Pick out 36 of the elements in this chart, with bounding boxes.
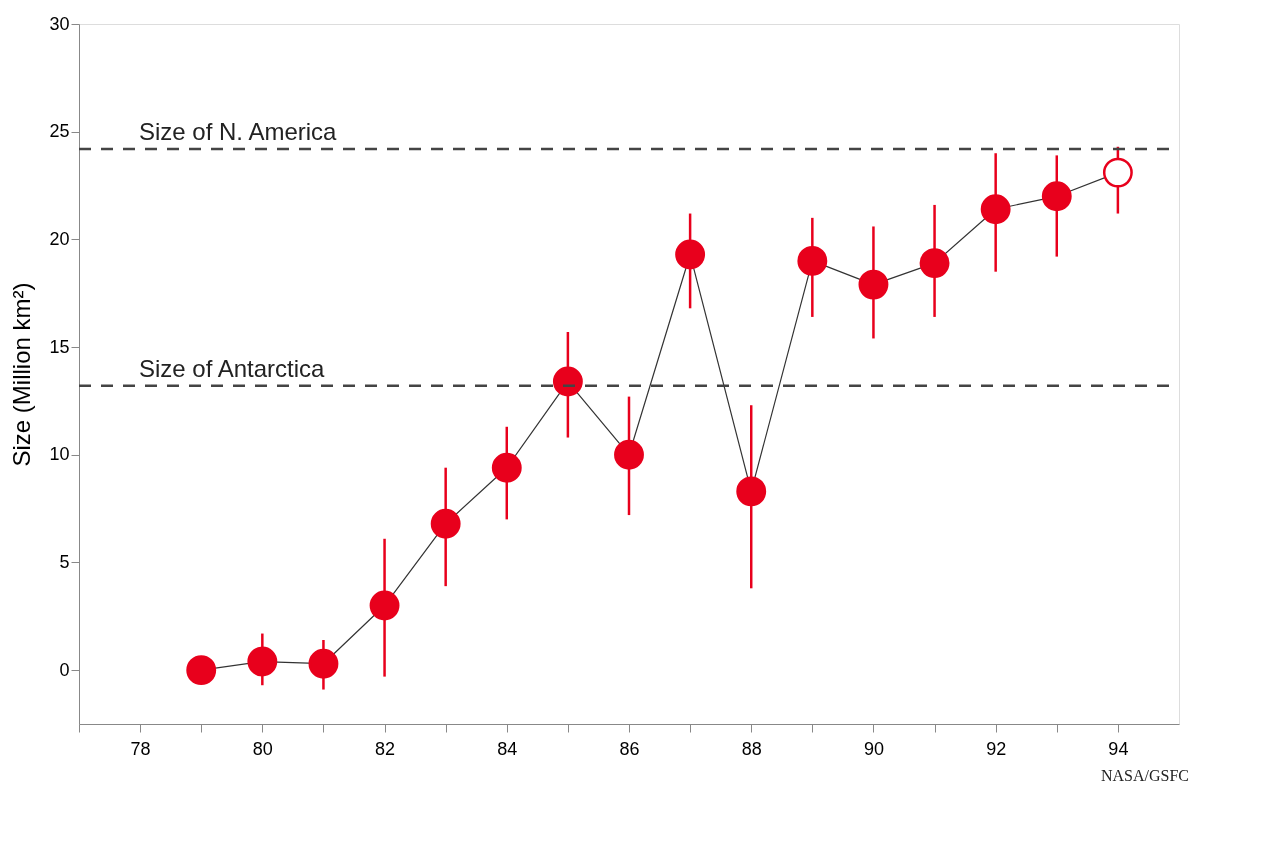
point [675,239,706,270]
point [369,590,400,621]
y-axis-title: Size (Million km²) [8,282,36,467]
y-tick-label: 30 [49,13,70,34]
point [919,248,950,278]
x-tick-label: 94 [1108,738,1129,759]
x-tick-label: 90 [863,738,884,759]
point [980,194,1011,225]
y-tick-label: 20 [49,228,70,249]
x-tick-label: 88 [741,738,762,759]
text: NASA/GSFC [1100,767,1189,784]
x-tick-label: 80 [252,738,273,759]
point [308,648,339,679]
x-tick-label: 82 [375,738,396,759]
y-tick-label: 15 [49,336,70,357]
y-tick-label: 5 [59,551,70,572]
point [186,655,217,686]
x-tick-label: 78 [130,738,151,759]
y-tick-label: 10 [49,444,70,465]
ref-line-label: Size of Antarctica [139,354,326,382]
ref-line-label: Size of N. America [139,117,338,145]
point [858,269,889,300]
point [614,439,644,470]
x-tick-label: 86 [619,738,640,759]
point [491,452,522,483]
point [247,646,278,677]
y-tick-label: 0 [59,659,70,680]
x-tick-label: 92 [986,738,1007,759]
point [1102,157,1133,188]
point [797,246,828,276]
y-tick-label: 25 [49,121,70,142]
point [430,508,461,539]
point [1041,181,1072,212]
x-tick-label: 84 [497,738,518,759]
point [552,366,583,397]
point [736,476,767,507]
